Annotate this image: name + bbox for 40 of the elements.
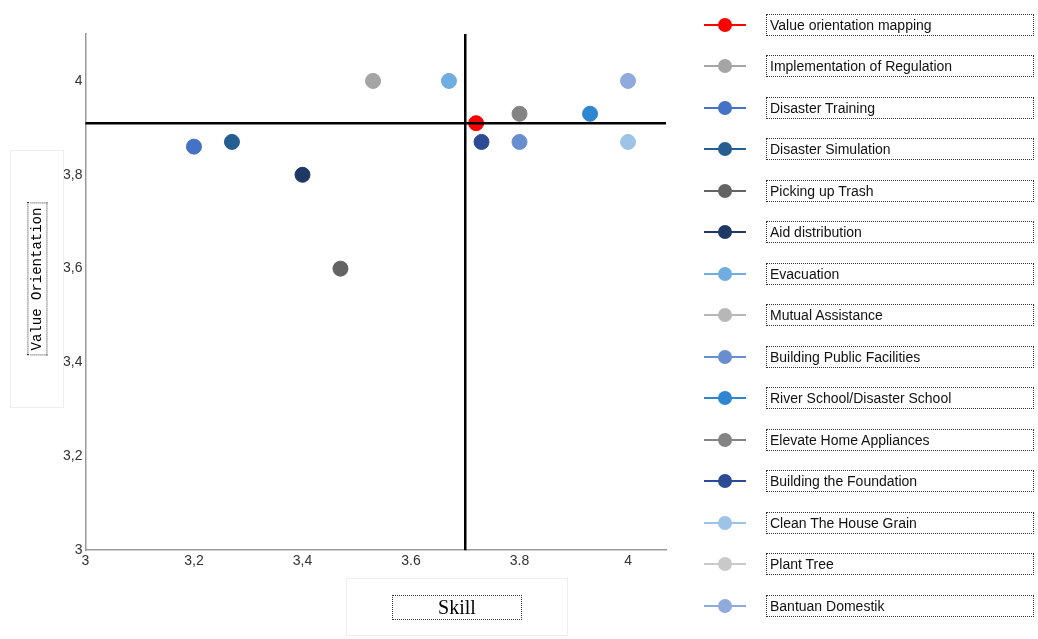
legend-label: Aid distribution [766,221,1034,244]
point [511,105,528,122]
point [365,72,382,89]
point [294,166,311,183]
y-tick-label: 3,8 [62,165,83,182]
legend-label: Building the Foundation [766,470,1034,493]
x-tick-label: 3.8 [509,552,530,569]
point [332,260,349,277]
point [620,133,637,150]
point [582,105,599,122]
x-tick-label: 4 [624,552,633,569]
x-axis-title: Skill [392,594,522,620]
point [440,72,457,89]
point [223,133,240,150]
legend-label: Plant Tree [766,553,1034,576]
legend-label: Disaster Simulation [766,138,1034,161]
y-tick-label: 3,4 [62,353,83,370]
x-tick-label: 3,4 [292,552,313,569]
legend-label: River School/Disaster School [766,387,1034,410]
point [185,138,202,155]
legend-label: Value orientation mapping [766,13,1034,36]
legend-label: Building Public Facilities [766,345,1034,368]
x-tick-label: 3.6 [401,552,421,569]
legend-label: Disaster Training [766,96,1034,119]
y-tick-label: 4 [74,71,83,88]
legend-label: Elevate Home Appliances [766,428,1034,451]
legend-label: Implementation of Regulation [766,55,1034,78]
legend-label: Evacuation [766,262,1034,285]
y-tick-label: 3,6 [62,259,83,276]
legend-label: Clean The House Grain [766,511,1034,534]
point [511,133,528,150]
legend-label: Bantuan Domestik [766,594,1034,617]
legend-label: Picking up Trash [766,179,1034,202]
point [473,133,490,150]
y-tick-label: 3,2 [62,447,83,464]
y-tick-label: 3 [74,541,83,558]
point [620,72,637,89]
y-axis-title: Value Orientation [27,202,48,356]
x-tick-label: 3,2 [184,552,204,569]
legend-label: Mutual Assistance [766,304,1034,327]
